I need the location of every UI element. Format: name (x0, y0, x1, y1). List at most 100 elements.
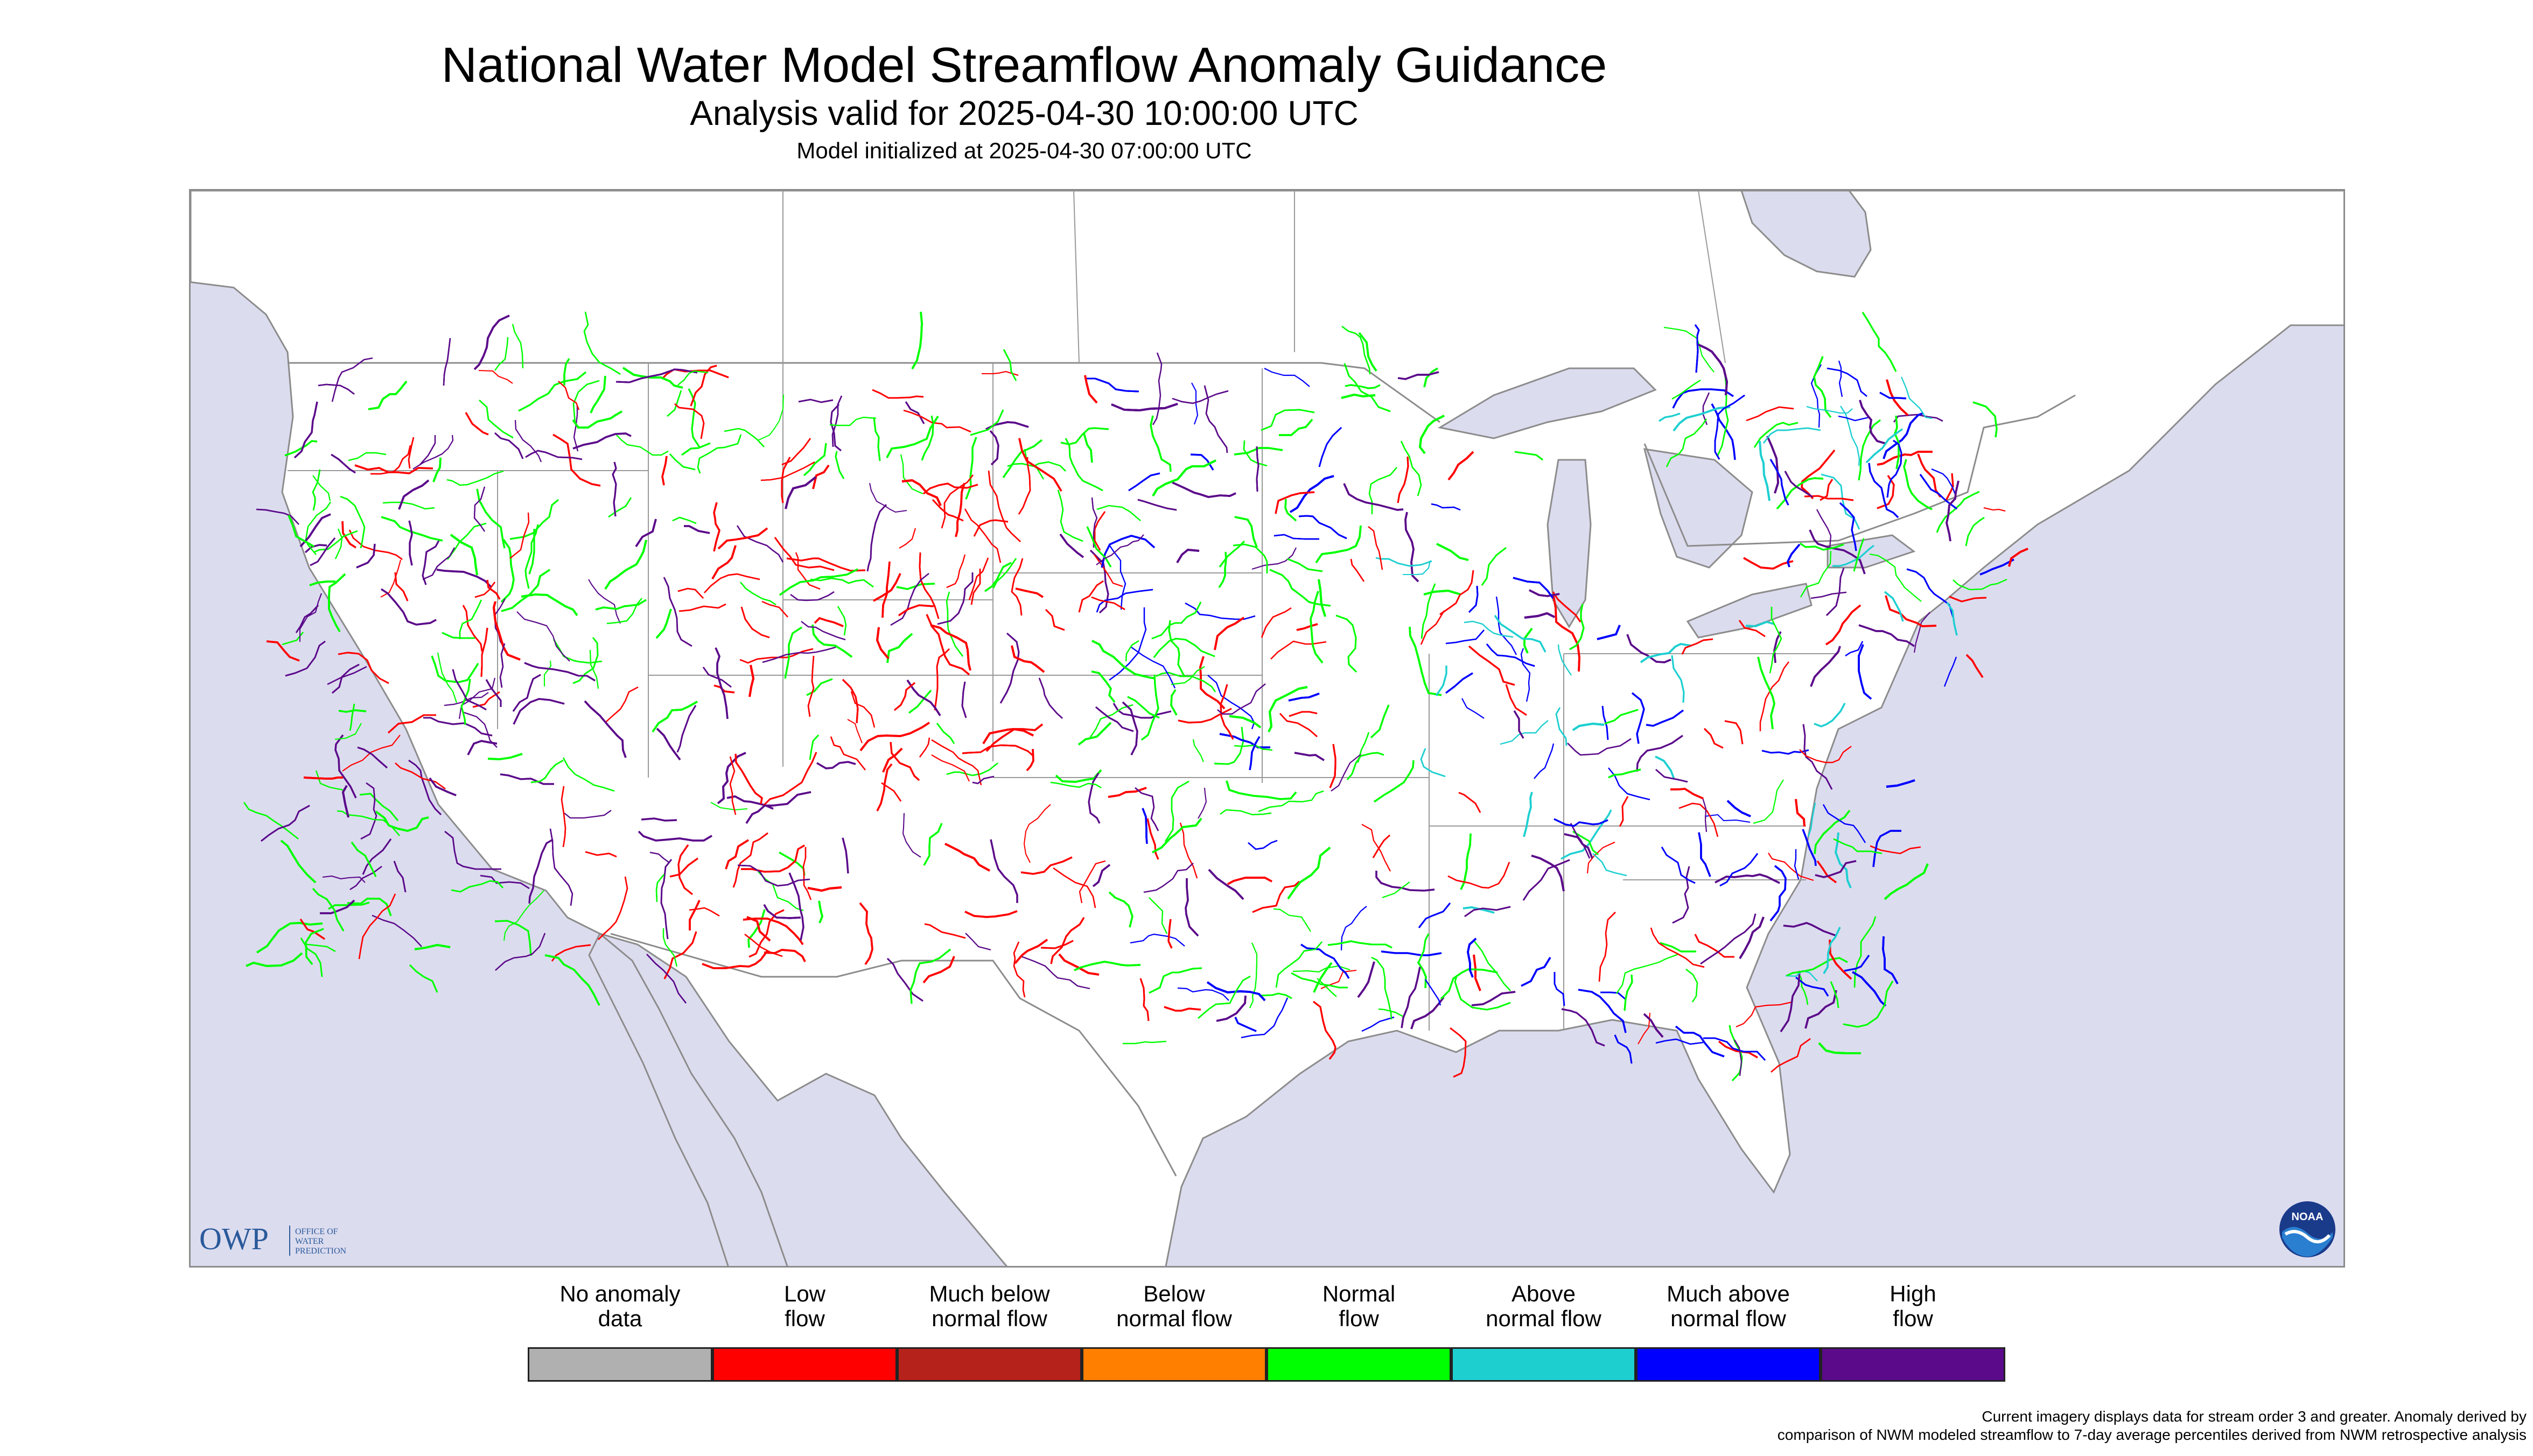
stream-segment (1473, 941, 1511, 991)
stream-segment (1636, 734, 1683, 772)
stream-segment (1108, 891, 1133, 928)
stream-segment (1088, 773, 1101, 824)
stream-segment (1624, 974, 1633, 1011)
stream-segment (1694, 934, 1734, 958)
stream-segment (1248, 839, 1278, 850)
stream-segment (1172, 390, 1229, 404)
land-north-america (191, 191, 2343, 1266)
stream-segment (1011, 645, 1045, 673)
stream-segment (999, 632, 1020, 704)
stream-segment (1218, 551, 1227, 588)
stream-segment (334, 528, 343, 559)
stream-segment (909, 948, 951, 1004)
stream-segment (1294, 752, 1325, 761)
stream-segment (1179, 822, 1198, 879)
stream-segment (552, 639, 603, 664)
stream-segment (1780, 970, 1801, 1032)
stream-segment (1378, 1008, 1405, 1018)
stream-segment (1143, 863, 1194, 893)
stream-segment (1814, 809, 1851, 855)
stream-segment (419, 435, 436, 466)
stream-segment (1128, 472, 1160, 492)
stream-segment (1190, 453, 1214, 471)
stream-segment (266, 640, 300, 662)
stream-segment (1170, 689, 1178, 716)
stream-segment (734, 753, 763, 804)
stream-segment (655, 874, 664, 902)
stream-segment (946, 554, 966, 588)
stream-segment (1787, 543, 1801, 568)
stream-segment (1131, 647, 1175, 689)
stream-segment (494, 432, 524, 459)
stream-segment (1013, 941, 1026, 998)
stream-segment (1092, 864, 1111, 887)
legend-label-line2: normal flow (1486, 1306, 1601, 1331)
streamflow-map[interactable] (189, 189, 2345, 1268)
stream-segment (1946, 480, 1960, 542)
stream-segment (859, 722, 930, 752)
stream-segment (1659, 412, 1681, 422)
stream-segment (1739, 916, 1765, 959)
stream-segment (1091, 596, 1125, 611)
stream-segment (964, 508, 1002, 563)
stream-segment (1524, 612, 1555, 619)
stream-segment (312, 887, 345, 932)
stream-segment (1626, 634, 1671, 663)
stream-segment (785, 476, 817, 509)
stream-segment (674, 403, 705, 439)
stream-segment (1431, 503, 1461, 511)
stream-segment (1458, 792, 1481, 813)
stream-segment (480, 627, 488, 677)
stream-segment (500, 538, 515, 603)
stream-segment (1903, 459, 1933, 510)
stream-segment (1091, 670, 1116, 703)
legend-label-line2: normal flow (1670, 1306, 1786, 1331)
stream-segment (1844, 955, 1870, 972)
stream-segment (1417, 933, 1430, 963)
legend-label: Below normal flow (1082, 1282, 1266, 1331)
stream-segment (473, 486, 486, 532)
stream-segment (1130, 933, 1185, 947)
legend-label: Above normal flow (1451, 1282, 1636, 1331)
stream-segment (1152, 459, 1216, 497)
stream-segment (1418, 415, 1445, 454)
stream-segment (936, 723, 955, 744)
stream-segment (1227, 877, 1272, 885)
stream-segment (2008, 548, 2028, 567)
stream-segment (1827, 367, 1867, 397)
stream-segment (898, 604, 934, 617)
stream-segment (474, 582, 496, 598)
stream-segment (1421, 583, 1436, 639)
stream-segment (1085, 377, 1139, 393)
stream-segment (1724, 720, 1744, 745)
stream-segment (1233, 543, 1268, 573)
stream-segment (479, 399, 514, 439)
stream-segment (1673, 406, 1731, 432)
map-canvas (191, 191, 2343, 1266)
stream-segment (485, 679, 502, 707)
stream-segment (1944, 473, 1954, 502)
legend-label: Low flow (712, 1282, 897, 1331)
stream-segment (1810, 646, 1841, 687)
stream-segment (521, 593, 578, 617)
stream-segment (1156, 671, 1216, 692)
stream-segment (1886, 439, 1902, 498)
stream-segment (1150, 415, 1172, 472)
stream-segment (309, 580, 335, 586)
stream-segment (894, 682, 915, 711)
stream-segment (944, 843, 990, 872)
stream-segment (1523, 792, 1533, 837)
stream-segment (1597, 625, 1621, 640)
analysis-valid-time: Analysis valid for 2025-04-30 10:00:00 U… (690, 94, 1359, 132)
stream-segment (1753, 422, 1799, 448)
stream-segment (946, 762, 998, 776)
stream-segment (473, 314, 510, 370)
stream-segment (1825, 604, 1862, 646)
stream-segment (398, 479, 430, 510)
stream-segment (612, 461, 617, 517)
stream-segment (588, 579, 621, 624)
stream-segment (1771, 1038, 1811, 1073)
stream-segment (1198, 787, 1207, 819)
stream-segment (1698, 344, 1728, 396)
stream-segment (299, 513, 331, 548)
